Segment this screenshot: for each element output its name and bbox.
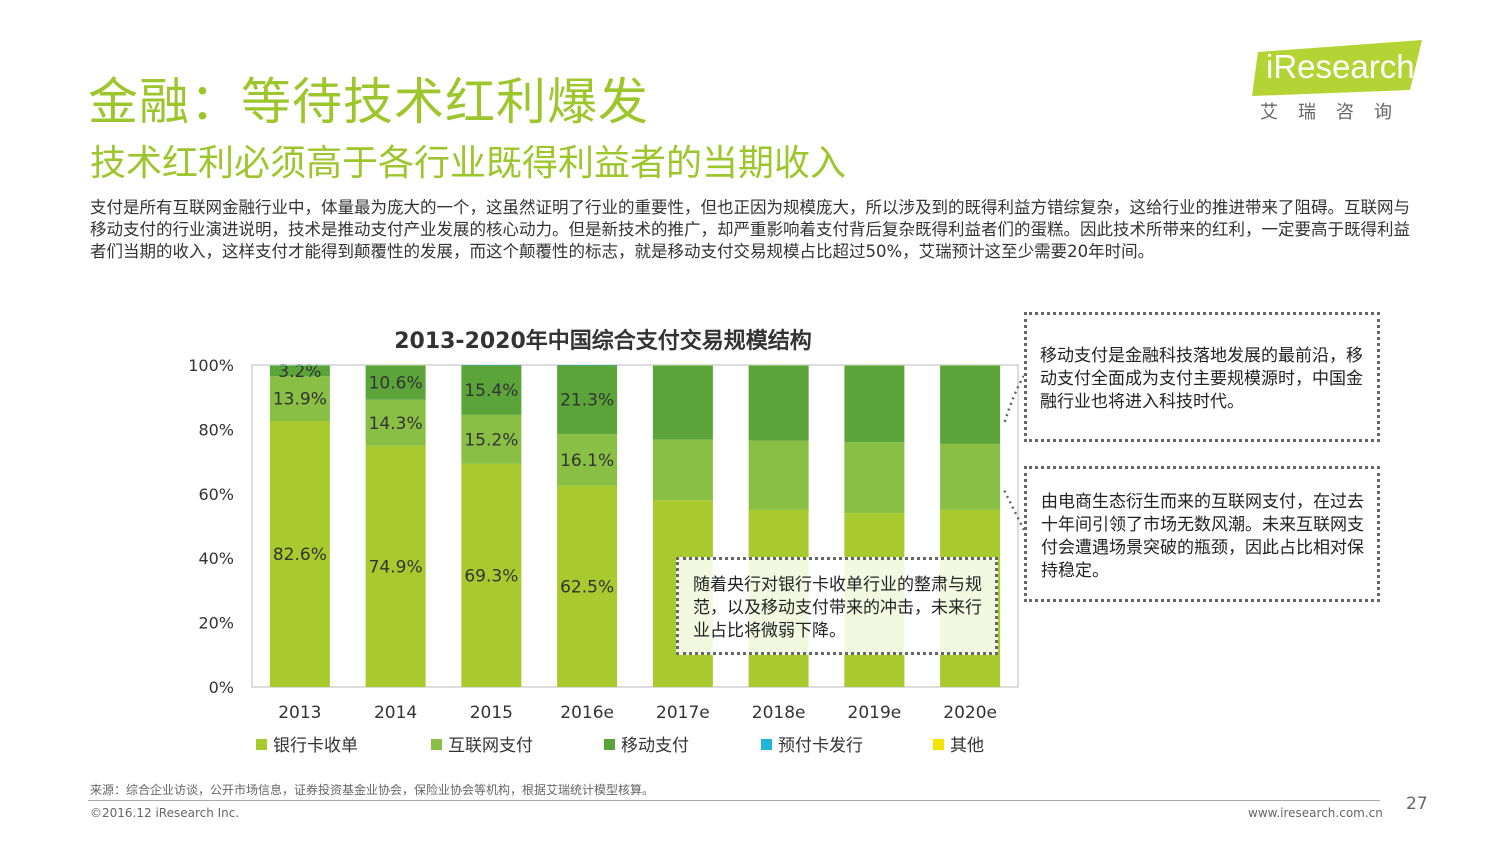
legend-label: 银行卡收单: [273, 736, 358, 756]
footer-divider: [88, 800, 1380, 801]
legend-swatch: [604, 739, 615, 750]
legend-swatch: [431, 739, 442, 750]
bar-segment: [269, 376, 330, 422]
bar-segment: [269, 365, 330, 366]
data-label: 82.6%: [273, 545, 327, 565]
chart-title: 2013-2020年中国综合支付交易规模结构: [394, 328, 812, 354]
data-label: 13.9%: [273, 390, 327, 410]
bar-segment: [557, 365, 618, 434]
y-tick-label: 40%: [198, 549, 234, 568]
website-link[interactable]: www.iresearch.com.cn: [1248, 806, 1383, 820]
x-tick-label: 2017e: [656, 703, 710, 723]
bar-segment: [940, 443, 1001, 510]
bar-segment: [940, 365, 1001, 444]
bar-segment: [557, 485, 618, 687]
copyright: ©2016.12 iResearch Inc.: [90, 806, 240, 820]
legend-swatch: [933, 739, 944, 750]
data-label: 3.2%: [278, 362, 321, 382]
x-tick-label: 2019e: [848, 703, 902, 723]
bar-segment: [269, 365, 330, 377]
bar-segment: [461, 414, 522, 464]
source-note: 来源：综合企业访谈，公开市场信息，证券投资基金业协会，保险业协会等机构，根据艾瑞…: [90, 783, 655, 797]
data-label: 14.3%: [369, 414, 423, 434]
callout-bank-card: 随着央行对银行卡收单行业的整肃与规范，以及移动支付带来的冲击，未来行业占比将微弱…: [676, 557, 998, 655]
bar-segment: [365, 365, 426, 400]
data-label: 21.3%: [560, 391, 614, 411]
y-tick-label: 20%: [198, 614, 234, 633]
bar-segment: [652, 439, 713, 501]
x-tick-label: 2015: [470, 703, 513, 723]
legend-item: 银行卡收单: [256, 731, 358, 756]
legend-item: 互联网支付: [431, 731, 533, 756]
page-subtitle: 技术红利必须高于各行业既得利益者的当期收入: [90, 143, 847, 184]
data-label: 69.3%: [464, 566, 518, 586]
x-tick-label: 2016e: [560, 703, 614, 723]
connector-line: [1002, 489, 1026, 531]
x-tick-label: 2020e: [943, 703, 997, 723]
iresearch-logo: iResearch 艾瑞咨询: [1252, 38, 1428, 123]
bar-segment: [461, 365, 522, 415]
x-tick-label: 2014: [374, 703, 417, 723]
legend-swatch: [256, 739, 267, 750]
legend-item: 移动支付: [604, 731, 689, 756]
legend-item: 其他: [933, 731, 984, 756]
logo-wordmark: iResearch: [1266, 48, 1415, 85]
legend-label: 预付卡发行: [778, 736, 863, 756]
bar-segment: [748, 365, 809, 441]
page-number: 27: [1406, 794, 1428, 814]
callout-internet-payment: 由电商生态衍生而来的互联网支付，在过去十年间引领了市场无数风潮。未来互联网支付会…: [1024, 466, 1380, 602]
data-label: 15.2%: [464, 430, 518, 450]
plot-frame: [251, 364, 1019, 688]
y-tick-label: 0%: [209, 678, 234, 697]
data-label: 74.9%: [369, 557, 423, 577]
bar-segment: [461, 463, 522, 687]
connector-line: [1002, 375, 1026, 425]
x-tick-label: 2018e: [752, 703, 806, 723]
y-tick-label: 100%: [188, 356, 234, 375]
bar-segment: [269, 421, 330, 687]
data-label: 10.6%: [369, 374, 423, 394]
legend-label: 其他: [950, 736, 984, 756]
intro-paragraph: 支付是所有互联网金融行业中，体量最为庞大的一个，这虽然证明了行业的重要性，但也正…: [90, 198, 1410, 261]
data-label: 15.4%: [464, 381, 518, 401]
bar-segment: [365, 399, 426, 446]
legend-item: 预付卡发行: [761, 731, 863, 756]
legend-swatch: [761, 739, 772, 750]
y-tick-label: 80%: [198, 420, 234, 439]
callout-mobile-payment: 移动支付是金融科技落地发展的最前沿，移动支付全面成为支付主要规模源时，中国金融行…: [1024, 312, 1380, 442]
y-tick-label: 60%: [198, 485, 234, 504]
bar-segment: [844, 442, 905, 514]
legend-label: 互联网支付: [448, 736, 533, 756]
bar-segment: [365, 445, 426, 687]
data-label: 62.5%: [560, 577, 614, 597]
bar-segment: [748, 440, 809, 510]
x-tick-label: 2013: [278, 703, 321, 723]
logo-chinese-name: 艾瑞咨询: [1260, 102, 1412, 123]
bar-segment: [844, 365, 905, 443]
bar-segment: [652, 365, 713, 440]
logo-badge: [1252, 40, 1422, 96]
legend-label: 移动支付: [621, 736, 689, 756]
data-label: 16.1%: [560, 451, 614, 471]
page-title: 金融：等待技术红利爆发: [88, 73, 649, 131]
bar-segment: [557, 433, 618, 486]
